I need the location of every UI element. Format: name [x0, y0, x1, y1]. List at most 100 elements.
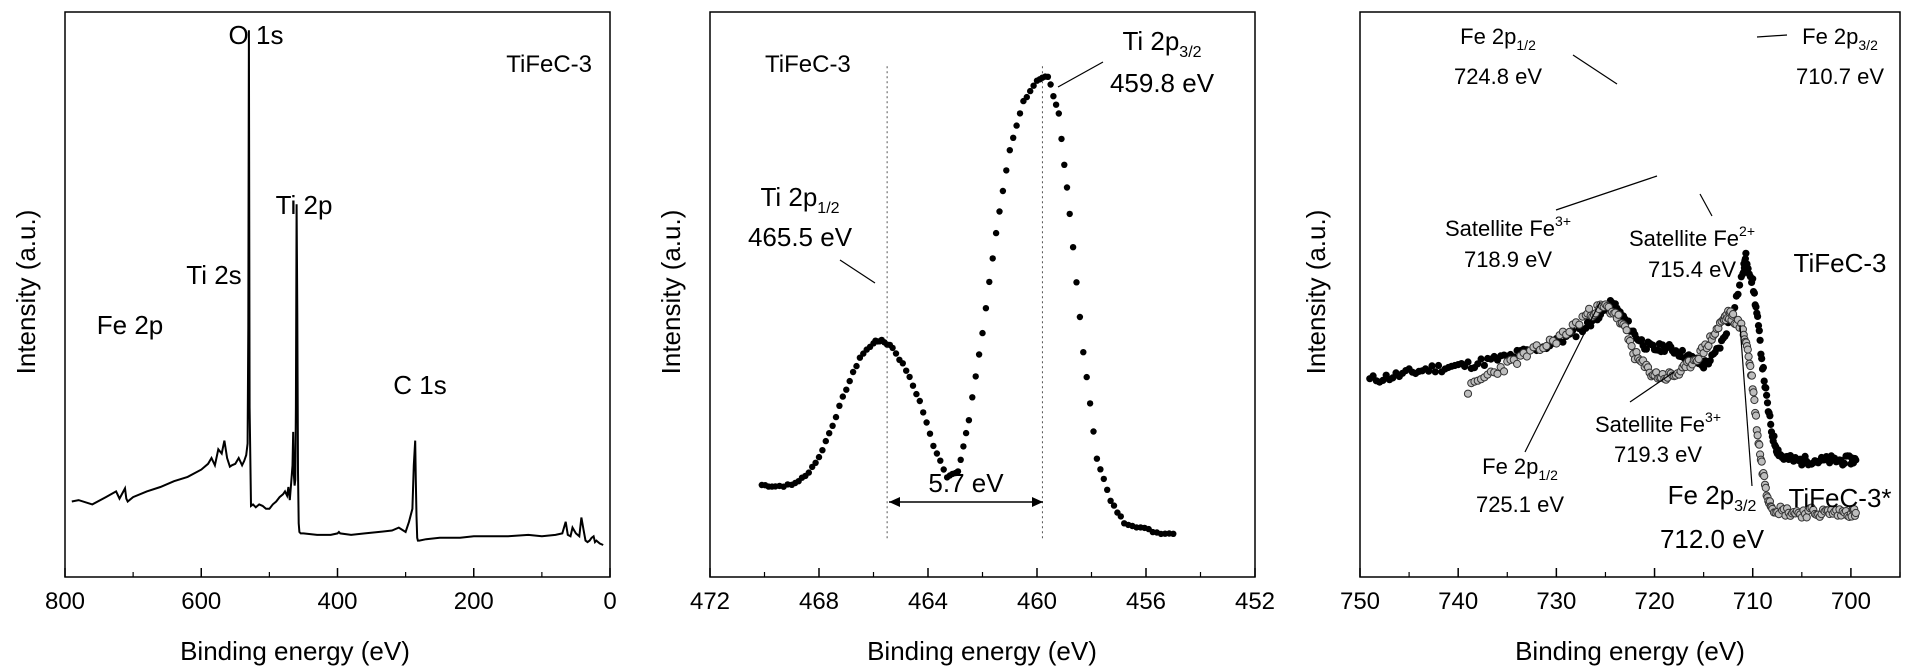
fe2p-series1-point [1642, 345, 1650, 353]
fe2p-series1-point [1755, 327, 1763, 335]
ti2p-data-point [1107, 497, 1114, 504]
fe2p-series1-point [1763, 399, 1772, 407]
fe-top-p32-energy: 710.7 eV [1796, 64, 1884, 89]
ti2p-panel: 472 468 464 460 456 452 Binding energy (eV) I… [656, 11, 1275, 666]
ti2p-data-point [1003, 167, 1010, 174]
ti2p-data-point [1170, 530, 1177, 537]
fe2p-series2-point [1729, 310, 1738, 319]
ti2p-data-point [1010, 134, 1017, 141]
c1s-label: C 1s [393, 370, 446, 400]
ti2p-data-point [906, 373, 913, 381]
fe-top-sat3-leader [1555, 175, 1658, 211]
fe-top-sat2-energy: 715.4 eV [1648, 257, 1736, 282]
ti2p-data-point [960, 443, 967, 450]
fe-top-p32-leader [1756, 34, 1788, 38]
fe2p-series2-point [1746, 361, 1755, 371]
ti2p-data-point [836, 402, 843, 409]
ti2p-data-point [957, 456, 964, 463]
ti2p-data-point [975, 351, 983, 358]
ti2p-data-point [1104, 486, 1111, 493]
fe2p-series1-point [1763, 391, 1771, 399]
fe2p-series1-point [1756, 336, 1764, 344]
fe2p-series1-point [1758, 355, 1766, 363]
ti2p-data-point [1083, 373, 1090, 381]
fe2p-series1-point [1767, 420, 1775, 428]
splitting-arrowhead-right [1032, 497, 1043, 507]
ti2p-data-point [989, 255, 996, 262]
fe-bot-p12-leader [1524, 301, 1601, 453]
x-tick-label: 468 [799, 588, 839, 615]
fe2p-series1-point [1379, 376, 1387, 384]
fe2p-series1-point [1734, 290, 1742, 298]
fe-top-sat3-energy: 718.9 eV [1464, 247, 1552, 272]
o1s-label: O 1s [229, 20, 284, 50]
fe-bot-p12-label: Fe 2p1/2 [1482, 454, 1558, 483]
ti2p-data-point [940, 466, 947, 473]
ti2p-data-point [1066, 210, 1073, 218]
fe2p-series2-point [1749, 388, 1758, 397]
fe2p-series1-point [1464, 358, 1472, 366]
ti2p-data-point [992, 229, 1000, 237]
x-tick-label: 200 [454, 588, 494, 615]
ti2p-data-point [996, 208, 1003, 215]
survey-spectrum-line [71, 30, 604, 546]
ti2p-data-point [1090, 428, 1097, 435]
ti2p-data-point [826, 430, 833, 437]
fe-top-p12-energy: 724.8 eV [1454, 64, 1542, 89]
survey-xaxis-label: Binding energy (eV) [180, 636, 410, 666]
fe2p-series1-point [1434, 361, 1443, 370]
ti2p-data-point [1027, 87, 1034, 95]
fe2p-series2-point [1755, 440, 1764, 449]
fe-bot-p32-energy: 712.0 eV [1660, 524, 1765, 554]
x-tick-label: 460 [1017, 588, 1057, 615]
x-tick-label: 700 [1831, 588, 1871, 615]
ti2p-data-point [937, 457, 944, 464]
fe2p-series2-point [1744, 352, 1753, 361]
fe2p-series2-point [1542, 341, 1551, 351]
ti2p-data-point [954, 468, 962, 475]
fe2p-series1-point [1706, 357, 1714, 365]
ti2p-data-point [1097, 466, 1104, 473]
x-tick-label: 730 [1536, 588, 1576, 615]
ti2p12-energy: 465.5 eV [748, 222, 853, 252]
fe-bot-p32-label: Fe 2p3/2 [1668, 480, 1757, 515]
ti2p-data-point [1076, 313, 1084, 321]
fe2p-series1-point [1760, 377, 1768, 385]
ti2p-data-point [1061, 161, 1068, 168]
fe2p-xaxis-label: Binding energy (eV) [1515, 636, 1745, 666]
fe2p-series1-point [1637, 336, 1646, 344]
ti2p-data-point [979, 329, 986, 337]
fe-top-sat3-label: Satellite Fe3+ [1445, 213, 1571, 241]
x-tick-label: 0 [603, 588, 616, 615]
ti2p32-label: Ti 2p3/2 [1122, 26, 1201, 61]
ti2p12-label: Ti 2p1/2 [760, 182, 839, 217]
ti2p-data-point [832, 413, 840, 421]
fe2p-series2-point [1575, 320, 1584, 329]
x-tick-label: 456 [1126, 588, 1166, 615]
fe-bot-sat3-energy: 719.3 eV [1614, 442, 1702, 467]
ti2p-data-point [986, 278, 993, 286]
splitting-arrowhead-left [889, 497, 900, 507]
fe2p-series1-point [1572, 333, 1580, 341]
ti2p-data-point [1110, 502, 1118, 509]
ti2p-data-point [1050, 93, 1057, 100]
x-tick-label: 452 [1235, 588, 1275, 615]
fe2p-series1-point [1766, 412, 1774, 420]
ti2p-data-point [903, 367, 910, 374]
ti2p-data-point [1073, 279, 1080, 286]
fe-top-p12-leader [1572, 54, 1618, 85]
fe2p-series2-point [1751, 411, 1761, 420]
fe2p-series1-point [1716, 344, 1724, 352]
ti2p-data-point [829, 422, 836, 429]
ti2p-data-point [1030, 82, 1037, 89]
ti2p-data-point [1058, 135, 1065, 143]
fe2p-series2-point [1760, 472, 1769, 481]
x-tick-label: 750 [1340, 588, 1380, 615]
ti2p-data-point [1080, 349, 1087, 356]
ti2p-data-point [1023, 93, 1030, 101]
ti2p-yaxis-label: Intensity (a.u.) [656, 210, 686, 375]
fe2p-series1-point [1431, 368, 1439, 376]
ti2p-data-point [930, 442, 937, 450]
fe2p-series2-point [1622, 326, 1631, 335]
fe2p-series1-point [1852, 456, 1860, 464]
